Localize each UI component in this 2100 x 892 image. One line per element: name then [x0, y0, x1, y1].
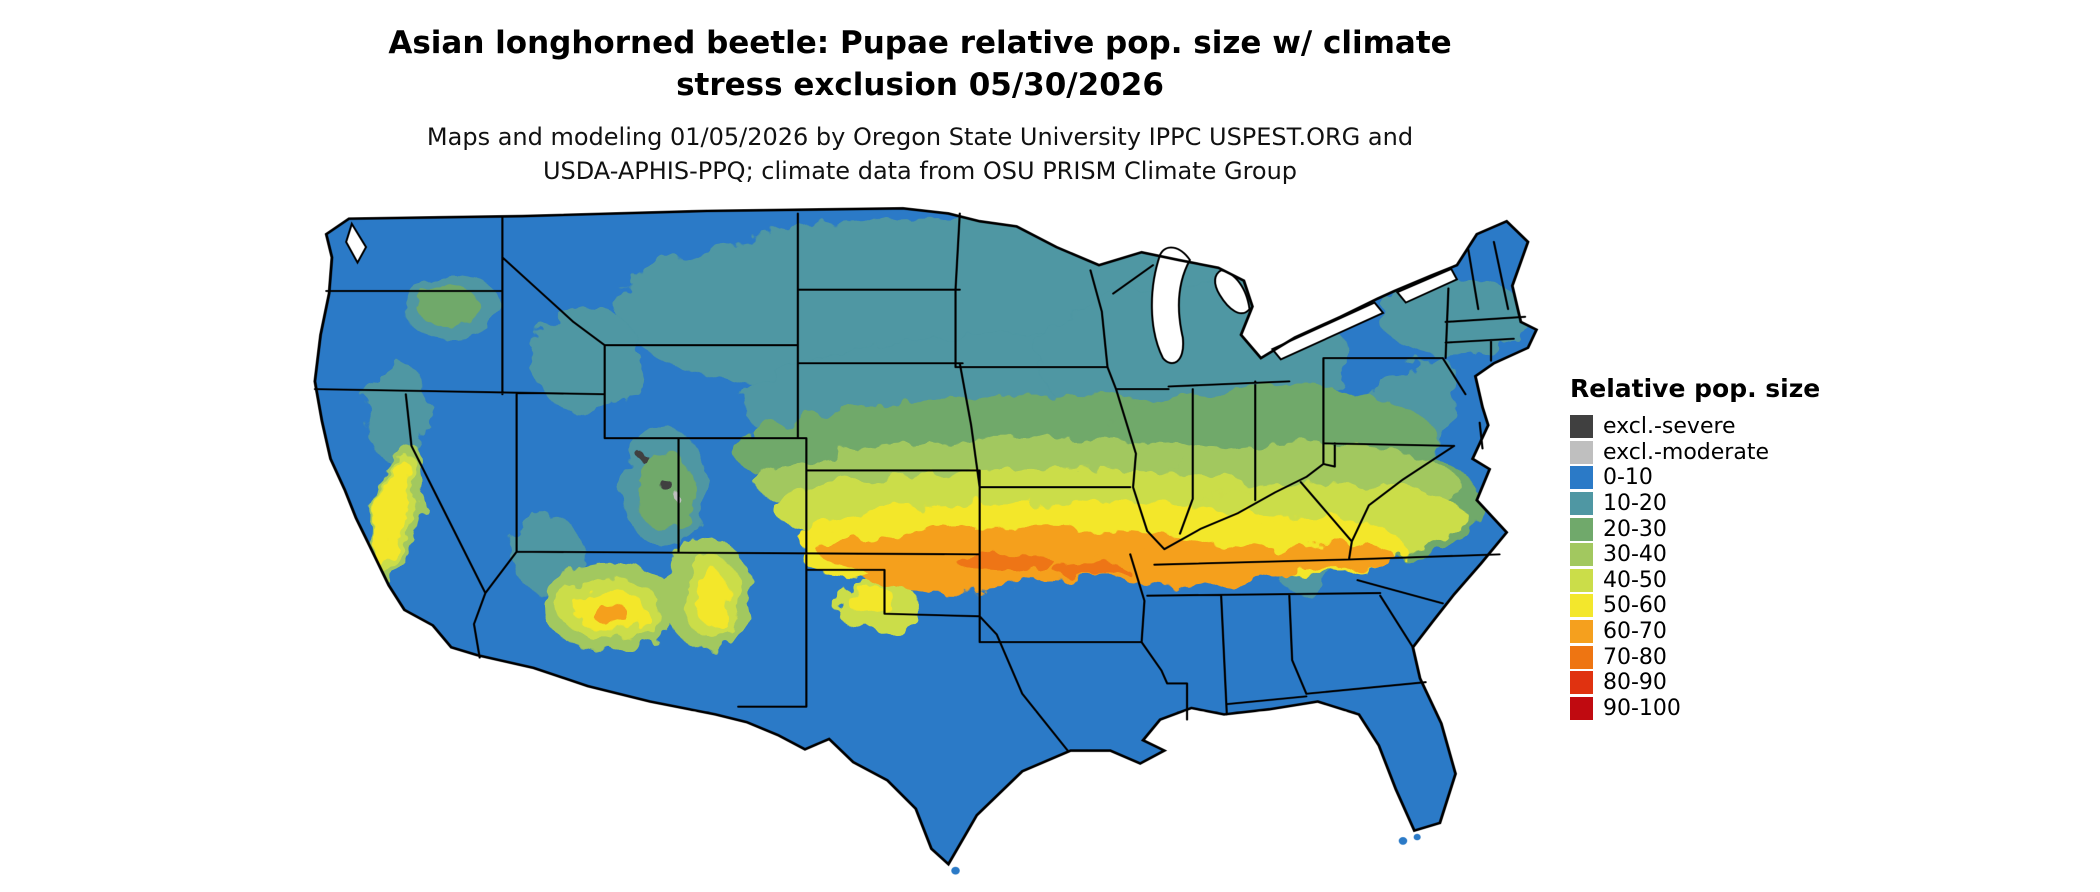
legend-item-label: 50-60: [1603, 593, 1667, 619]
legend-swatch: [1570, 466, 1593, 490]
lake-ontario: [1395, 267, 1459, 304]
legend: Relative pop. size excl.-severe excl.-mod…: [1570, 374, 1820, 721]
legend-item-label: 40-50: [1603, 567, 1667, 593]
legend-item-label: excl.-moderate: [1603, 439, 1769, 465]
legend-swatch: [1570, 440, 1593, 464]
legend-item-label: 20-30: [1603, 516, 1667, 542]
lake-michigan: [1150, 246, 1192, 364]
puget-sound: [345, 221, 368, 265]
legend-item: 40-50: [1570, 568, 1820, 594]
legend-swatch: [1570, 671, 1593, 695]
legend-item: 80-90: [1570, 670, 1820, 696]
subtitle-line-2: USDA-APHIS-PPQ; climate data from OSU PR…: [542, 157, 1298, 185]
title-line-1: Asian longhorned beetle: Pupae relative …: [388, 25, 1452, 61]
legend-swatch: [1570, 620, 1593, 644]
legend-items: excl.-severe excl.-moderate 0-10 10-20 20-30…: [1570, 414, 1820, 721]
legend-item-label: 0-10: [1603, 465, 1653, 491]
subtitle-line-1: Maps and modeling 01/05/2026 by Oregon S…: [426, 123, 1414, 151]
page-title: Asian longhorned beetle: Pupae relative …: [140, 22, 1700, 106]
map-svg: [313, 206, 1538, 875]
legend-swatch: [1570, 645, 1593, 669]
legend-swatch: [1570, 415, 1593, 439]
legend-swatch: [1570, 568, 1593, 592]
legend-item-label: 90-100: [1603, 695, 1681, 721]
legend-item-label: 70-80: [1603, 644, 1667, 670]
legend-item: excl.-moderate: [1570, 440, 1820, 466]
legend-swatch: [1570, 492, 1593, 516]
legend-item: 20-30: [1570, 516, 1820, 542]
legend-swatch: [1570, 517, 1593, 541]
legend-item: 10-20: [1570, 491, 1820, 517]
lake-huron: [1214, 269, 1251, 315]
heat-layer: [314, 208, 1537, 865]
legend-item: 30-40: [1570, 542, 1820, 568]
legend-title: Relative pop. size: [1570, 374, 1821, 403]
legend-item: 0-10: [1570, 465, 1820, 491]
us-map: [295, 198, 1545, 890]
legend-item-label: 30-40: [1603, 542, 1667, 568]
legend-item: 90-100: [1570, 696, 1820, 722]
legend-item-label: excl.-severe: [1603, 414, 1736, 440]
legend-swatch: [1570, 696, 1593, 720]
legend-swatch: [1570, 543, 1593, 567]
legend-item: 50-60: [1570, 593, 1820, 619]
title-line-2: stress exclusion 05/30/2026: [676, 67, 1164, 103]
page-subtitle: Maps and modeling 01/05/2026 by Oregon S…: [140, 120, 1700, 188]
legend-item-label: 80-90: [1603, 670, 1667, 696]
legend-item: 60-70: [1570, 619, 1820, 645]
legend-item-label: 60-70: [1603, 619, 1667, 645]
islands: [951, 833, 1421, 875]
great-lakes: [345, 221, 1459, 364]
state-borders: [313, 212, 1527, 752]
legend-item-label: 10-20: [1603, 491, 1667, 517]
legend-item: excl.-severe: [1570, 414, 1820, 440]
legend-swatch: [1570, 594, 1593, 618]
legend-item: 70-80: [1570, 644, 1820, 670]
